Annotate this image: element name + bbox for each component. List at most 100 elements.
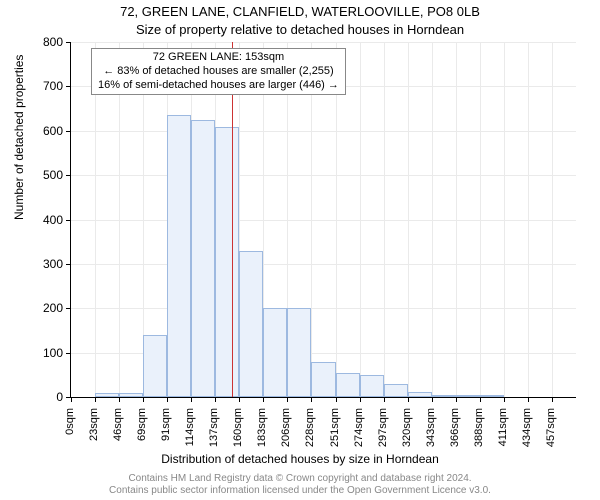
xtick-mark: [239, 397, 240, 402]
xtick-label: 343sqm: [425, 408, 437, 458]
annotation-box: 72 GREEN LANE: 153sqm ← 83% of detached …: [91, 48, 346, 95]
gridline-v: [504, 42, 505, 397]
histogram-bar: [95, 393, 119, 397]
histogram-bar: [239, 251, 263, 397]
histogram-bar: [191, 120, 215, 397]
title-sub: Size of property relative to detached ho…: [0, 22, 600, 37]
plot-area: 72 GREEN LANE: 153sqm ← 83% of detached …: [70, 42, 576, 398]
title-main: 72, GREEN LANE, CLANFIELD, WATERLOOVILLE…: [0, 4, 600, 19]
gridline-h: [71, 308, 576, 309]
xtick-label: 411sqm: [497, 408, 509, 458]
gridline-h: [71, 131, 576, 132]
xtick-mark: [528, 397, 529, 402]
xtick-mark: [552, 397, 553, 402]
ytick-label: 700: [33, 79, 63, 93]
xtick-mark: [384, 397, 385, 402]
ytick-mark: [66, 353, 71, 354]
ytick-label: 800: [33, 35, 63, 49]
xtick-mark: [95, 397, 96, 402]
ytick-mark: [66, 86, 71, 87]
ytick-label: 100: [33, 346, 63, 360]
histogram-bar: [311, 362, 335, 398]
xtick-mark: [504, 397, 505, 402]
xtick-mark: [215, 397, 216, 402]
ytick-mark: [66, 42, 71, 43]
histogram-bar: [119, 393, 143, 397]
histogram-bar: [143, 335, 167, 397]
histogram-bar: [263, 308, 287, 397]
xtick-mark: [143, 397, 144, 402]
histogram-bar: [287, 308, 311, 397]
gridline-v: [119, 42, 120, 397]
copyright-line-1: Contains HM Land Registry data © Crown c…: [128, 473, 471, 484]
gridline-h: [71, 42, 576, 43]
xtick-label: 46sqm: [112, 408, 124, 458]
xtick-label: 114sqm: [184, 408, 196, 458]
xtick-label: 23sqm: [88, 408, 100, 458]
ytick-mark: [66, 264, 71, 265]
ytick-mark: [66, 308, 71, 309]
gridline-v: [336, 42, 337, 397]
xtick-label: 160sqm: [232, 408, 244, 458]
xtick-label: 388sqm: [473, 408, 485, 458]
ytick-label: 300: [33, 257, 63, 271]
xtick-label: 0sqm: [64, 408, 76, 458]
marker-line: [232, 42, 233, 397]
histogram-bar: [480, 395, 504, 397]
xtick-mark: [71, 397, 72, 402]
ytick-mark: [66, 220, 71, 221]
xtick-label: 228sqm: [304, 408, 316, 458]
xtick-label: 69sqm: [136, 408, 148, 458]
xtick-mark: [456, 397, 457, 402]
xtick-mark: [287, 397, 288, 402]
xtick-label: 457sqm: [545, 408, 557, 458]
histogram-bar: [215, 127, 239, 397]
histogram-bar: [336, 373, 360, 397]
xtick-label: 434sqm: [521, 408, 533, 458]
gridline-v: [480, 42, 481, 397]
annotation-line-1: 72 GREEN LANE: 153sqm: [98, 51, 339, 65]
xtick-label: 183sqm: [256, 408, 268, 458]
xtick-mark: [408, 397, 409, 402]
xtick-label: 366sqm: [449, 408, 461, 458]
xtick-label: 251sqm: [329, 408, 341, 458]
xtick-label: 91sqm: [160, 408, 172, 458]
xtick-label: 206sqm: [280, 408, 292, 458]
gridline-v: [456, 42, 457, 397]
ytick-label: 400: [33, 213, 63, 227]
histogram-bar: [167, 115, 191, 397]
ytick-label: 0: [33, 390, 63, 404]
xtick-mark: [336, 397, 337, 402]
xtick-mark: [432, 397, 433, 402]
histogram-bar: [408, 392, 432, 397]
xtick-mark: [311, 397, 312, 402]
annotation-line-3: 16% of semi-detached houses are larger (…: [98, 79, 339, 93]
gridline-v: [311, 42, 312, 397]
histogram-bar: [456, 395, 480, 397]
copyright-notice: Contains HM Land Registry data © Crown c…: [0, 473, 600, 496]
gridline-v: [360, 42, 361, 397]
xtick-mark: [263, 397, 264, 402]
xtick-label: 297sqm: [377, 408, 389, 458]
histogram-bar: [360, 375, 384, 397]
xtick-mark: [480, 397, 481, 402]
gridline-v: [95, 42, 96, 397]
xtick-mark: [119, 397, 120, 402]
gridline-v: [384, 42, 385, 397]
y-axis-label: Number of detached properties: [12, 55, 26, 220]
xtick-mark: [360, 397, 361, 402]
copyright-line-2: Contains public sector information licen…: [109, 485, 491, 496]
gridline-v: [528, 42, 529, 397]
gridline-h: [71, 175, 576, 176]
xtick-label: 320sqm: [401, 408, 413, 458]
annotation-line-2: ← 83% of detached houses are smaller (2,…: [98, 65, 339, 79]
ytick-mark: [66, 175, 71, 176]
xtick-label: 274sqm: [353, 408, 365, 458]
ytick-label: 600: [33, 124, 63, 138]
gridline-v: [432, 42, 433, 397]
histogram-bar: [432, 395, 456, 397]
ytick-label: 200: [33, 301, 63, 315]
chart-container: 72, GREEN LANE, CLANFIELD, WATERLOOVILLE…: [0, 0, 600, 500]
ytick-label: 500: [33, 168, 63, 182]
gridline-h: [71, 220, 576, 221]
